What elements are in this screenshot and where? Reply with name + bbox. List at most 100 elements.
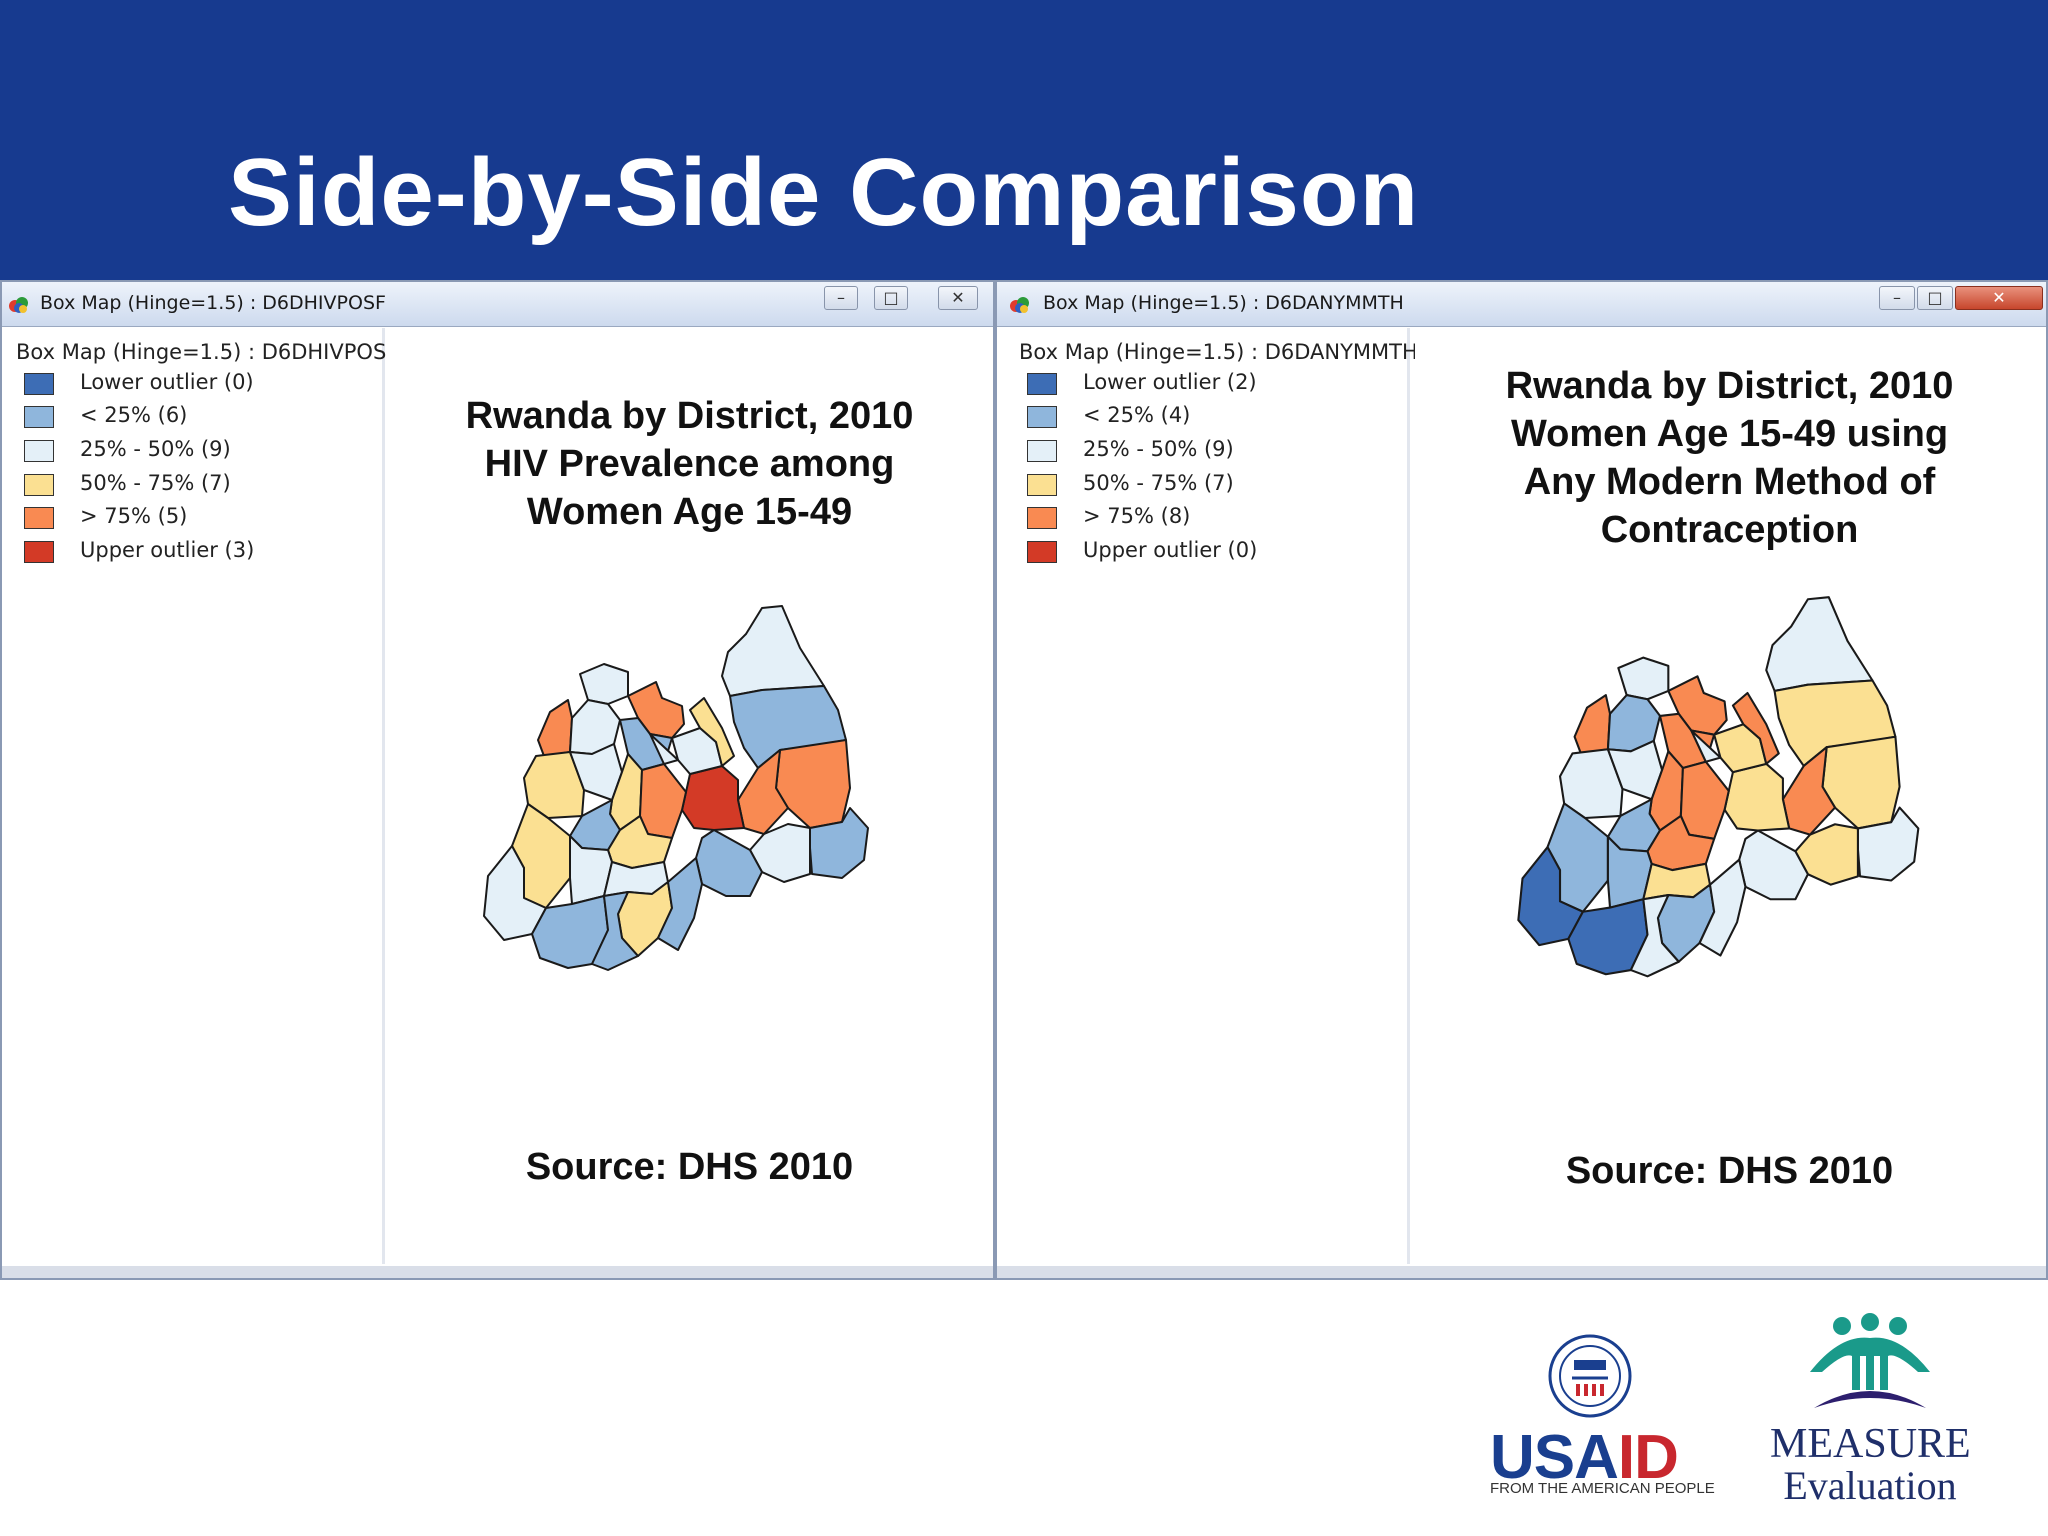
legend-swatch: [24, 507, 54, 529]
map-title-line: Any Modern Method of: [1523, 461, 1936, 503]
legend-label: > 75% (8): [1083, 504, 1191, 528]
legend-swatch: [1027, 507, 1057, 529]
legend-pane: Box Map (Hinge=1.5) : D6DANYMMTH Lower o…: [1011, 328, 1418, 1264]
legend-item-lt25[interactable]: < 25% (6): [24, 403, 384, 431]
map-source: Source: DHS 2010: [525, 1146, 854, 1188]
window-title: Box Map (Hinge=1.5) : D6DANYMMTH: [1043, 292, 1404, 314]
legend-swatch: [1027, 541, 1057, 563]
map-title: Rwanda by District, 2010 HIV Prevalence …: [388, 392, 991, 536]
measure-evaluation-logo: MEASURE Evaluation: [1770, 1312, 1971, 1512]
maximize-button[interactable]: □: [1917, 286, 1953, 310]
close-button[interactable]: ✕: [1955, 286, 2043, 310]
usaid-tagline: FROM THE AMERICAN PEOPLE: [1490, 1480, 1715, 1497]
legend-item-25-50[interactable]: 25% - 50% (9): [1027, 437, 1387, 465]
usaid-logo: USAID FROM THE AMERICAN PEOPLE: [1480, 1330, 1715, 1500]
map-source: Source: DHS 2010: [1565, 1150, 1894, 1192]
usaid-wordmark-usa: USA: [1490, 1423, 1619, 1492]
legend-item-lt25[interactable]: < 25% (4): [1027, 403, 1387, 431]
map-district: [579, 663, 629, 705]
minimize-button[interactable]: –: [1879, 286, 1915, 310]
legend-item-gt75[interactable]: > 75% (8): [1027, 504, 1387, 532]
legend-swatch: [24, 474, 54, 496]
legend-item-50-75[interactable]: 50% - 75% (7): [1027, 471, 1387, 499]
map-district: [1731, 691, 1780, 765]
minimize-button[interactable]: –: [824, 286, 858, 310]
legend-label: Lower outlier (2): [1083, 370, 1257, 394]
app-icon: [9, 297, 28, 313]
rwanda-district-map[interactable]: [1455, 568, 2015, 1068]
legend-label: Upper outlier (3): [80, 538, 255, 562]
map-district: [695, 829, 763, 897]
legend-item-50-75[interactable]: 50% - 75% (7): [24, 471, 384, 499]
legend-item-25-50[interactable]: 25% - 50% (9): [24, 437, 384, 465]
map-district: [1573, 694, 1612, 755]
map-district: [1765, 596, 1874, 692]
map-district: [1738, 829, 1809, 901]
legend-item-upper-outlier[interactable]: Upper outlier (3): [24, 538, 384, 566]
map-title-line: Contraception: [1600, 509, 1859, 551]
map-district: [649, 733, 679, 765]
legend-swatch: [24, 440, 54, 462]
slide-header: [0, 0, 2048, 282]
rwanda-district-map[interactable]: [432, 578, 952, 1058]
window-titlebar[interactable]: Box Map (Hinge=1.5) : D6DHIVPOSF – □ ✕: [2, 282, 993, 327]
map-district: [1617, 656, 1670, 701]
evaluation-word: Evaluation: [1783, 1463, 1957, 1508]
legend-item-lower-outlier[interactable]: Lower outlier (0): [24, 370, 384, 398]
map-title: Rwanda by District, 2010 Women Age 15-49…: [1415, 362, 2044, 554]
legend-item-lower-outlier[interactable]: Lower outlier (2): [1027, 370, 1387, 398]
map-district: [591, 891, 639, 971]
box-map-window-contraception[interactable]: Box Map (Hinge=1.5) : D6DANYMMTH – □ ✕ B…: [995, 280, 2048, 1280]
map-title-line: Rwanda by District, 2010: [465, 395, 914, 437]
legend-label: 25% - 50% (9): [1083, 437, 1234, 461]
map-district: [721, 605, 825, 697]
legend-label: > 75% (5): [80, 504, 188, 528]
map-title-line: HIV Prevalence among: [484, 443, 895, 485]
legend-item-gt75[interactable]: > 75% (5): [24, 504, 384, 532]
usaid-seal-icon: [1548, 1334, 1632, 1418]
box-map-window-hiv[interactable]: Box Map (Hinge=1.5) : D6DHIVPOSF – □ ✕ B…: [0, 280, 995, 1280]
map-district: [537, 699, 573, 757]
map-district: [1679, 760, 1730, 840]
map-district: [775, 739, 851, 829]
legend-swatch: [24, 373, 54, 395]
measure-word: MEASURE: [1770, 1421, 1971, 1467]
usaid-wordmark-id: ID: [1617, 1423, 1679, 1492]
measure-people-icon: [1810, 1313, 1930, 1408]
window-title: Box Map (Hinge=1.5) : D6DHIVPOSF: [40, 292, 386, 314]
status-bar: [2, 1266, 993, 1278]
legend-label: 50% - 75% (7): [80, 471, 231, 495]
usaid-wordmark: USAID: [1490, 1422, 1679, 1493]
close-button[interactable]: ✕: [938, 286, 978, 310]
legend-title: Box Map (Hinge=1.5) : D6DHIVPOSF: [16, 340, 399, 364]
window-titlebar[interactable]: Box Map (Hinge=1.5) : D6DANYMMTH – □ ✕: [997, 282, 2046, 327]
map-pane[interactable]: Rwanda by District, 2010 Women Age 15-49…: [1415, 328, 2044, 1264]
map-district: [689, 697, 735, 767]
legend-swatch: [24, 406, 54, 428]
legend-label: Lower outlier (0): [80, 370, 254, 394]
legend-swatch: [1027, 406, 1057, 428]
map-title-line: Rwanda by District, 2010: [1505, 365, 1954, 407]
map-district: [1698, 858, 1747, 957]
legend-swatch: [1027, 474, 1057, 496]
map-pane[interactable]: Rwanda by District, 2010 HIV Prevalence …: [388, 328, 991, 1264]
map-district: [1821, 735, 1901, 830]
legend-label: Upper outlier (0): [1083, 538, 1258, 562]
status-bar: [997, 1266, 2046, 1278]
legend-swatch: [1027, 440, 1057, 462]
legend-label: 50% - 75% (7): [1083, 471, 1234, 495]
map-title-line: Women Age 15-49: [526, 491, 853, 533]
slide-title: Side-by-Side Comparison: [228, 139, 1420, 246]
app-icon: [1010, 297, 1029, 313]
legend-pane: Box Map (Hinge=1.5) : D6DHIVPOSF Lower o…: [8, 328, 398, 1264]
legend-swatch: [24, 541, 54, 563]
legend-item-upper-outlier[interactable]: Upper outlier (0): [1027, 538, 1387, 566]
legend-label: 25% - 50% (9): [80, 437, 231, 461]
maximize-button[interactable]: □: [874, 286, 908, 310]
legend-swatch: [1027, 373, 1057, 395]
map-district: [657, 857, 703, 951]
legend-label: < 25% (6): [80, 403, 188, 427]
map-district: [639, 763, 687, 839]
map-district: [1629, 894, 1680, 978]
legend-label: < 25% (4): [1083, 403, 1191, 427]
